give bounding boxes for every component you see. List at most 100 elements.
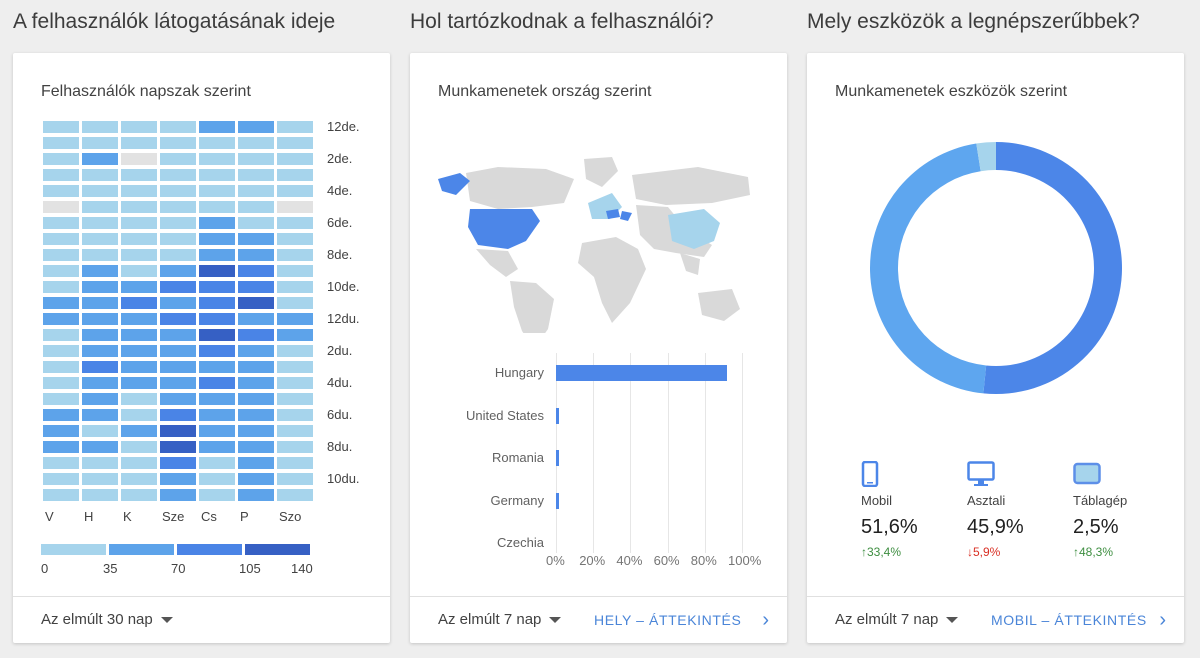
heatmap-cell[interactable] (199, 265, 235, 277)
heatmap-cell[interactable] (82, 457, 118, 469)
heatmap-cell[interactable] (160, 457, 196, 469)
heatmap-cell[interactable] (199, 201, 235, 213)
heatmap-cell[interactable] (43, 153, 79, 165)
country-bar[interactable] (556, 492, 559, 509)
heatmap-cell[interactable] (121, 393, 157, 405)
heatmap-cell[interactable] (160, 441, 196, 453)
heatmap-cell[interactable] (160, 329, 196, 341)
heatmap-cell[interactable] (160, 313, 196, 325)
country-bar[interactable] (556, 365, 728, 381)
heatmap-cell[interactable] (43, 457, 79, 469)
heatmap-cell[interactable] (121, 281, 157, 293)
heatmap-cell[interactable] (43, 425, 79, 437)
heatmap-cell[interactable] (277, 473, 313, 485)
donut-slice[interactable] (976, 142, 996, 172)
heatmap-cell[interactable] (82, 313, 118, 325)
heatmap-cell[interactable] (238, 457, 274, 469)
heatmap-cell[interactable] (238, 249, 274, 261)
heatmap-cell[interactable] (43, 329, 79, 341)
heatmap-cell[interactable] (82, 249, 118, 261)
heatmap-cell[interactable] (82, 361, 118, 373)
chevron-right-icon[interactable]: › (1159, 609, 1166, 631)
heatmap-cell[interactable] (199, 345, 235, 357)
heatmap-cell[interactable] (43, 345, 79, 357)
heatmap-cell[interactable] (121, 345, 157, 357)
heatmap-cell[interactable] (121, 249, 157, 261)
country-bar[interactable] (556, 450, 559, 466)
heatmap-cell[interactable] (277, 297, 313, 309)
heatmap-cell[interactable] (43, 233, 79, 245)
heatmap-cell[interactable] (82, 425, 118, 437)
heatmap-cell[interactable] (277, 425, 313, 437)
location-overview-link[interactable]: HELY – ÁTTEKINTÉS (594, 612, 742, 628)
heatmap-cell[interactable] (121, 489, 157, 501)
heatmap-cell[interactable] (121, 409, 157, 421)
heatmap-cell[interactable] (277, 249, 313, 261)
heatmap-cell[interactable] (82, 441, 118, 453)
heatmap-cell[interactable] (199, 425, 235, 437)
heatmap-cell[interactable] (199, 153, 235, 165)
heatmap-cell[interactable] (121, 153, 157, 165)
heatmap-cell[interactable] (82, 393, 118, 405)
heatmap-cell[interactable] (43, 265, 79, 277)
heatmap-cell[interactable] (238, 169, 274, 181)
country-range-dropdown[interactable]: Az elmúlt 7 nap (438, 611, 562, 628)
heatmap-cell[interactable] (121, 137, 157, 149)
heatmap-cell[interactable] (160, 393, 196, 405)
heatmap-cell[interactable] (277, 441, 313, 453)
heatmap-cell[interactable] (82, 137, 118, 149)
heatmap-cell[interactable] (82, 489, 118, 501)
heatmap-cell[interactable] (199, 377, 235, 389)
device-range-dropdown[interactable]: Az elmúlt 7 nap (835, 611, 959, 628)
heatmap-cell[interactable] (160, 361, 196, 373)
heatmap-cell[interactable] (121, 377, 157, 389)
heatmap-cell[interactable] (238, 361, 274, 373)
heatmap-cell[interactable] (121, 121, 157, 133)
heatmap-cell[interactable] (43, 313, 79, 325)
heatmap-cell[interactable] (82, 153, 118, 165)
heatmap-cell[interactable] (121, 201, 157, 213)
heatmap-cell[interactable] (199, 185, 235, 197)
heatmap-cell[interactable] (160, 345, 196, 357)
heatmap-cell[interactable] (43, 393, 79, 405)
heatmap-cell[interactable] (277, 233, 313, 245)
heatmap-cell[interactable] (82, 377, 118, 389)
chevron-right-icon[interactable]: › (762, 609, 769, 631)
heatmap-cell[interactable] (277, 409, 313, 421)
mobile-overview-link[interactable]: MOBIL – ÁTTEKINTÉS (991, 612, 1147, 628)
heatmap-cell[interactable] (238, 297, 274, 309)
heatmap-cell[interactable] (82, 169, 118, 181)
heatmap-cell[interactable] (199, 281, 235, 293)
heatmap-cell[interactable] (43, 121, 79, 133)
heatmap-cell[interactable] (160, 425, 196, 437)
heatmap-cell[interactable] (277, 345, 313, 357)
heatmap-cell[interactable] (160, 473, 196, 485)
heatmap-cell[interactable] (43, 441, 79, 453)
heatmap-cell[interactable] (121, 297, 157, 309)
heatmap-cell[interactable] (277, 393, 313, 405)
heatmap-cell[interactable] (277, 489, 313, 501)
donut-slice[interactable] (869, 143, 987, 394)
heatmap-cell[interactable] (238, 201, 274, 213)
heatmap-cell[interactable] (199, 217, 235, 229)
heatmap-cell[interactable] (277, 361, 313, 373)
heatmap-cell[interactable] (82, 233, 118, 245)
heatmap-cell[interactable] (121, 169, 157, 181)
heatmap-cell[interactable] (82, 297, 118, 309)
country-bar[interactable] (556, 407, 559, 424)
heatmap-cell[interactable] (199, 457, 235, 469)
heatmap-cell[interactable] (238, 345, 274, 357)
heatmap-cell[interactable] (121, 233, 157, 245)
world-map[interactable] (436, 153, 756, 333)
heatmap-cell[interactable] (238, 185, 274, 197)
heatmap-cell[interactable] (43, 489, 79, 501)
heatmap-cell[interactable] (160, 249, 196, 261)
heatmap-cell[interactable] (82, 281, 118, 293)
heatmap-cell[interactable] (82, 329, 118, 341)
heatmap-cell[interactable] (121, 441, 157, 453)
heatmap-cell[interactable] (82, 345, 118, 357)
heatmap-cell[interactable] (238, 233, 274, 245)
time-range-dropdown[interactable]: Az elmúlt 30 nap (41, 611, 173, 628)
heatmap-cell[interactable] (277, 217, 313, 229)
heatmap-cell[interactable] (277, 313, 313, 325)
